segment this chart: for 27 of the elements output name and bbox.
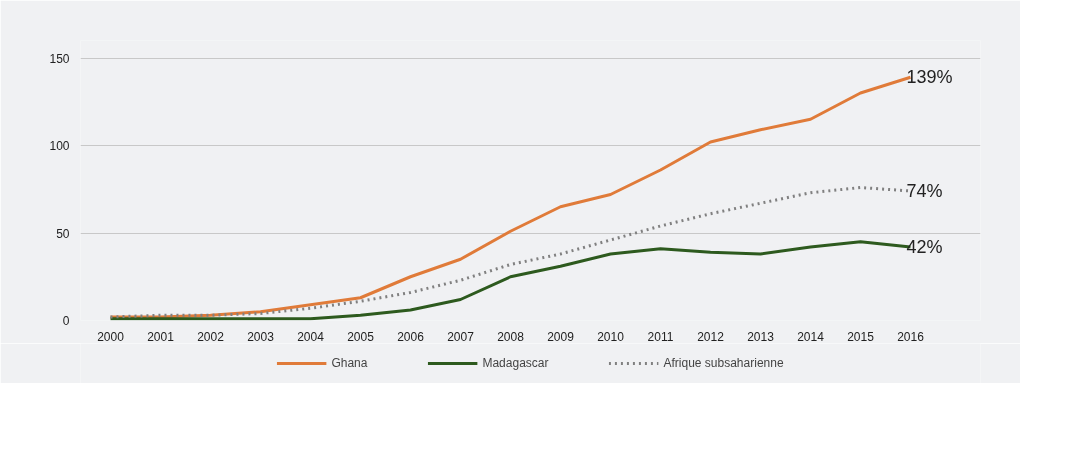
x-tick-label: 2011	[647, 329, 674, 344]
x-tick-label: 2013	[747, 329, 775, 344]
x-tick-label: 2009	[547, 329, 575, 344]
legend-label: Madagascar	[482, 356, 549, 370]
x-tick-label: 2001	[147, 329, 175, 344]
legend-label: Ghana	[331, 356, 368, 370]
x-tick-label: 2015	[847, 329, 875, 344]
annotation: 42%	[906, 237, 943, 257]
x-tick-label: 2010	[597, 329, 625, 344]
x-tick-label: 2005	[347, 329, 375, 344]
annotation: 74%	[906, 181, 943, 201]
annotation: 139%	[906, 67, 953, 88]
x-tick-label: 2002	[197, 329, 225, 344]
y-tick-label: 50	[56, 226, 70, 241]
y-tick-label: 150	[49, 51, 70, 66]
y-tick-label: 0	[62, 314, 70, 328]
x-tick-label: 2006	[397, 329, 425, 344]
x-tick-label: 2007	[447, 329, 475, 344]
x-tick-label: 2008	[497, 329, 525, 344]
x-tick-label: 2012	[697, 329, 725, 344]
x-tick-label: 2004	[297, 329, 325, 344]
x-tick-label: 2014	[797, 329, 825, 344]
x-tick-label: 2003	[247, 329, 275, 344]
x-tick-label: 2016	[897, 329, 925, 344]
legend-label: Afrique subsaharienne	[663, 356, 784, 370]
x-tick-label: 2000	[97, 329, 125, 344]
y-tick-label: 100	[49, 139, 70, 153]
